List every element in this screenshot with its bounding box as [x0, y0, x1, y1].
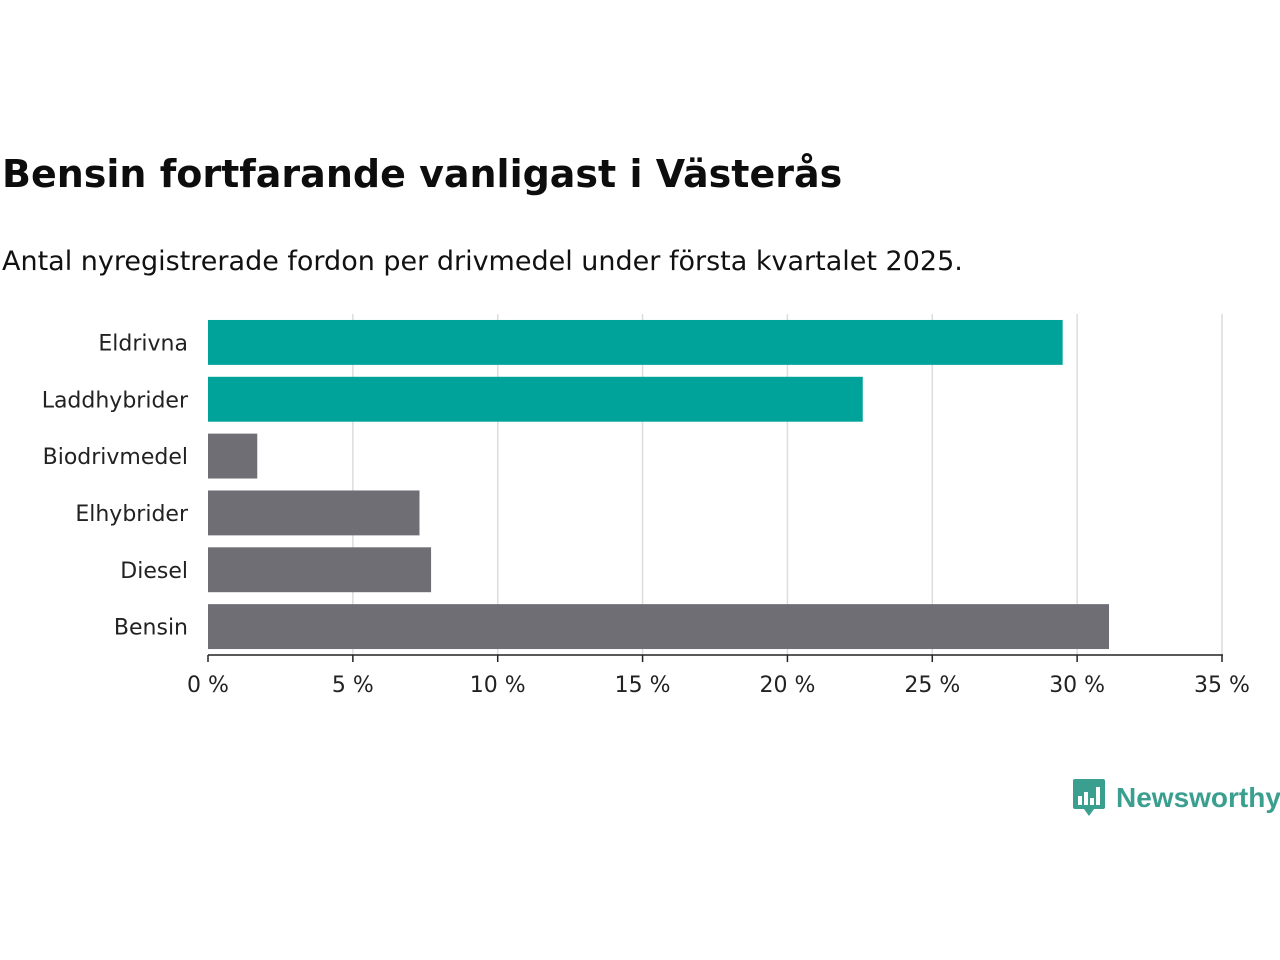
bar — [208, 490, 420, 536]
chart-subtitle: Antal nyregistrerade fordon per drivmede… — [2, 246, 963, 277]
category-label: Diesel — [120, 559, 188, 584]
brand-name: Newsworthy — [1116, 782, 1280, 813]
bar-chart-speech-bubble-icon — [1073, 779, 1105, 816]
x-tick-label: 20 % — [759, 673, 815, 698]
x-axis: 0 % 5 % 10 % 15 % 20 % 25 % 30 % 35 % — [187, 654, 1250, 698]
bar — [208, 376, 863, 422]
x-tick-label: 35 % — [1194, 673, 1250, 698]
x-tick-label: 5 % — [332, 673, 374, 698]
category-labels: Eldrivna Laddhybrider Biodrivmedel Elhybrid… — [42, 331, 189, 640]
x-tick-label: 25 % — [904, 673, 960, 698]
bar — [208, 547, 432, 593]
bar — [208, 604, 1110, 650]
gridlines — [352, 314, 1223, 655]
category-label: Eldrivna — [98, 331, 188, 356]
bar — [208, 319, 1063, 365]
newsworthy-logo: Newsworthy — [1072, 776, 1280, 820]
chart-title: Bensin fortfarande vanligast i Västerås — [2, 152, 843, 196]
x-tick-label: 0 % — [187, 673, 229, 698]
category-label: Laddhybrider — [42, 388, 189, 413]
category-label: Biodrivmedel — [43, 445, 188, 470]
category-label: Elhybrider — [75, 502, 189, 527]
bars — [208, 319, 1110, 650]
category-label: Bensin — [114, 616, 188, 641]
x-tick-label: 30 % — [1049, 673, 1105, 698]
x-tick-label: 10 % — [470, 673, 526, 698]
bar — [208, 433, 258, 479]
x-tick-label: 15 % — [615, 673, 671, 698]
bar-chart: Eldrivna Laddhybrider Biodrivmedel Elhybrid… — [42, 314, 1250, 698]
